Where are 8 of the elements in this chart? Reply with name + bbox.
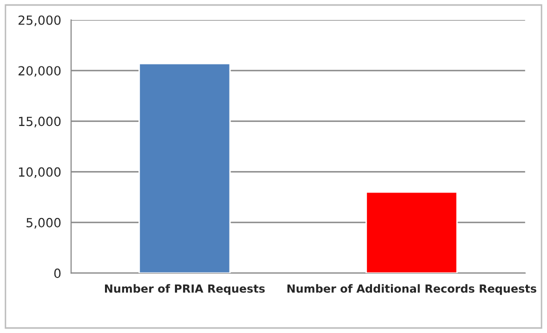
y-tick-label: 20,000	[18, 66, 61, 77]
y-tick-label: 15,000	[19, 116, 61, 128]
x-tick-label: Number of Additional Records Requests	[287, 284, 536, 295]
y-tick-label: 25,000	[18, 15, 61, 26]
y-tick-label: 0	[54, 268, 61, 278]
x-tick-label: Number of PRIA Requests	[104, 284, 265, 295]
y-tick-label: 5,000	[26, 218, 61, 229]
y-tick-label: 10,000	[19, 167, 61, 178]
